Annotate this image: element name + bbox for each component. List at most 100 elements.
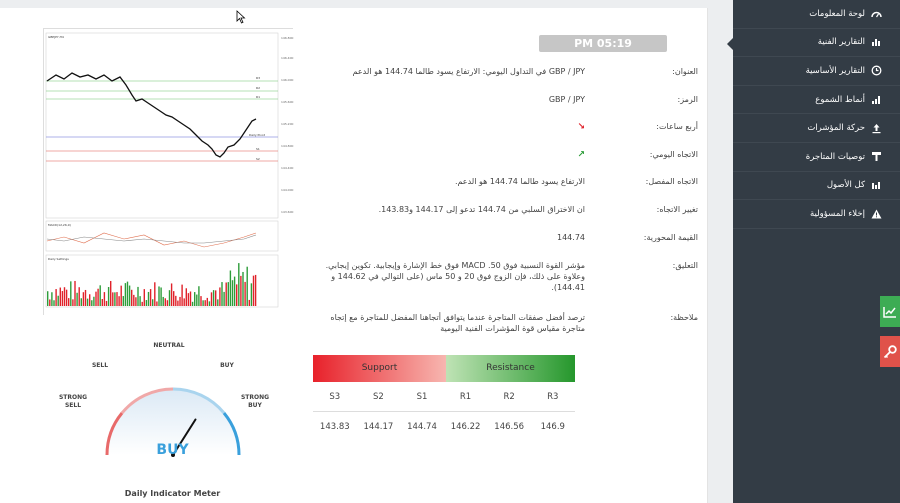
level-value: 146.22: [450, 422, 481, 432]
level-value: 143.83: [319, 422, 350, 432]
svg-text:S2: S2: [256, 157, 260, 161]
daily-trend-value: ↗: [313, 149, 585, 161]
svg-text:Daily Settings: Daily Settings: [48, 257, 69, 261]
gauge-dial: [105, 387, 241, 457]
level-name: S2: [372, 391, 384, 402]
arrow-up-icon: ↗: [577, 150, 585, 160]
assets-chart-icon: [871, 180, 882, 191]
dashboard-icon: [871, 8, 882, 19]
arrow-down-icon: ↘: [577, 122, 585, 132]
sidebar-item-trading-signals[interactable]: توصيات المتاجرة: [733, 143, 900, 172]
support-header: Support: [313, 355, 446, 382]
svg-text:Daily Pivot: Daily Pivot: [249, 133, 266, 137]
signal-icon: [871, 151, 882, 162]
upload-icon: [871, 123, 882, 134]
gauge-strong-buy-label: STRONG BUY: [240, 394, 270, 409]
svg-text:144.800: 144.800: [281, 144, 293, 148]
level-name: R3: [547, 391, 559, 402]
bar-chart-icon: [871, 37, 882, 48]
gauge-result: BUY: [156, 442, 189, 458]
svg-text:144.000: 144.000: [281, 188, 293, 192]
sidebar-item-indicator-movement[interactable]: حركة المؤشرات: [733, 114, 900, 143]
daily-indicator-gauge: NEUTRAL SELL BUY STRONG SELL STRONG BUY …: [45, 335, 300, 503]
svg-text:R1: R1: [256, 95, 260, 99]
svg-text:143.600: 143.600: [281, 210, 293, 214]
sidebar-item-dashboard[interactable]: لوحة المعلومات: [733, 0, 900, 29]
level-name: R2: [503, 391, 515, 402]
candles-icon: [871, 94, 882, 105]
change-value: ان الاختراق السلبي من 144.74 تدعو إلى 14…: [378, 205, 585, 214]
svg-text:146.000: 146.000: [281, 78, 293, 82]
symbol-label: الرمز:: [677, 95, 698, 104]
note-value: ترصد أفضل صفقات المتاجرة عندما يتوافق أت…: [330, 313, 585, 333]
symbol-value: GBP / JPY: [548, 95, 585, 104]
note-label: ملاحظة:: [670, 313, 698, 322]
svg-text:MACD(12,26,9): MACD(12,26,9): [48, 223, 71, 227]
detail-value: الارتفاع يسود طالما 144.74 هو الدعم.: [454, 177, 585, 186]
sidebar-item-label: حركة المؤشرات: [807, 123, 865, 134]
daily-trend-label: الاتجاه اليومي:: [649, 150, 698, 159]
gauge-title: Daily Indicator Meter: [124, 489, 221, 498]
four-hour-value: ↘: [313, 121, 585, 133]
level-value: 144.74: [407, 422, 437, 432]
pivot-value: 144.74: [557, 233, 585, 242]
svg-text:R3: R3: [256, 76, 260, 80]
svg-text:146.400: 146.400: [281, 56, 293, 60]
sidebar-item-disclaimer[interactable]: إخلاء المسؤولية: [733, 200, 900, 229]
line-chart-icon: [883, 306, 896, 318]
sidebar-item-technical-reports[interactable]: التقارير الفنية: [733, 29, 900, 58]
level-name: R1: [459, 391, 472, 402]
support-resistance-table: S3 S2 S1 R1 R2 R3 143.83 144.17 144.74 1…: [313, 382, 575, 442]
mouse-cursor-icon: [236, 10, 246, 24]
level-value: 146.9: [540, 422, 565, 432]
level-value: 146.56: [494, 422, 525, 432]
svg-text:S1: S1: [256, 147, 260, 151]
level-name: S3: [329, 391, 341, 402]
sidebar-item-label: لوحة المعلومات: [809, 8, 865, 19]
sidebar-item-label: التقارير الفنية: [817, 37, 865, 48]
svg-text:144.400: 144.400: [281, 166, 293, 170]
change-label: تغيير الاتجاه:: [656, 205, 698, 214]
support-resistance-header: Support Resistance: [313, 355, 575, 382]
level-names-row: S3 S2 S1 R1 R2 R3: [313, 382, 575, 412]
sidebar-item-candlestick-patterns[interactable]: أنماط الشموع: [733, 86, 900, 115]
level-value: 144.17: [363, 422, 394, 432]
warning-icon: [871, 208, 882, 219]
sidebar-item-label: أنماط الشموع: [815, 94, 865, 105]
sidebar-item-label: التقارير الأساسية: [805, 65, 865, 76]
pivot-label: القيمة المحورية:: [643, 233, 698, 242]
title-label: العنوان:: [672, 67, 698, 76]
active-item-notch: [727, 38, 733, 50]
svg-text:R2: R2: [256, 86, 260, 90]
svg-text:GBPJPY,H4: GBPJPY,H4: [48, 35, 64, 39]
gauge-needle: [172, 418, 197, 456]
key-icon: [883, 344, 897, 358]
title-value: GBP / JPY في التداول اليومي: الارتفاع يس…: [352, 67, 585, 76]
sidebar-item-all-assets[interactable]: كل الأصول: [733, 172, 900, 201]
level-name: S1: [416, 391, 428, 402]
gauge-buy-label: BUY: [220, 362, 234, 369]
comment-label: التعليق:: [672, 261, 698, 270]
key-widget-button[interactable]: [880, 336, 900, 367]
sidebar-item-label: كل الأصول: [826, 180, 865, 191]
sidebar-item-label: توصيات المتاجرة: [805, 151, 865, 162]
chart-graphic: 146.800 146.400 146.000 145.600 145.200 144…: [44, 29, 294, 316]
clock-icon: [871, 65, 882, 76]
gauge-neutral-label: NEUTRAL: [153, 342, 185, 349]
detail-label: الاتجاه المفصل:: [645, 177, 698, 186]
sidebar-menu: لوحة المعلومات التقارير الفنية التقارير …: [733, 0, 900, 503]
sidebar-item-fundamental-reports[interactable]: التقارير الأساسية: [733, 57, 900, 86]
four-hour-label: أربع ساعات:: [656, 122, 698, 131]
svg-text:145.600: 145.600: [281, 100, 293, 104]
level-values-row: 143.83 144.17 144.74 146.22 146.56 146.9: [313, 412, 575, 442]
svg-text:145.200: 145.200: [281, 122, 293, 126]
gauge-strong-sell-label: STRONG SELL: [58, 394, 88, 409]
gauge-sell-label: SELL: [91, 362, 109, 369]
comment-value: مؤشر القوة النسبية فوق 50. MACD فوق خط ا…: [325, 261, 585, 292]
price-chart-image: 146.800 146.400 146.000 145.600 145.200 144…: [43, 28, 294, 316]
date-badge: PM 05:19 03/11/2019: [539, 35, 667, 67]
svg-text:146.800: 146.800: [281, 36, 293, 40]
sidebar-item-label: إخلاء المسؤولية: [809, 208, 865, 219]
resistance-header: Resistance: [446, 355, 575, 382]
chart-widget-button[interactable]: [880, 296, 900, 327]
